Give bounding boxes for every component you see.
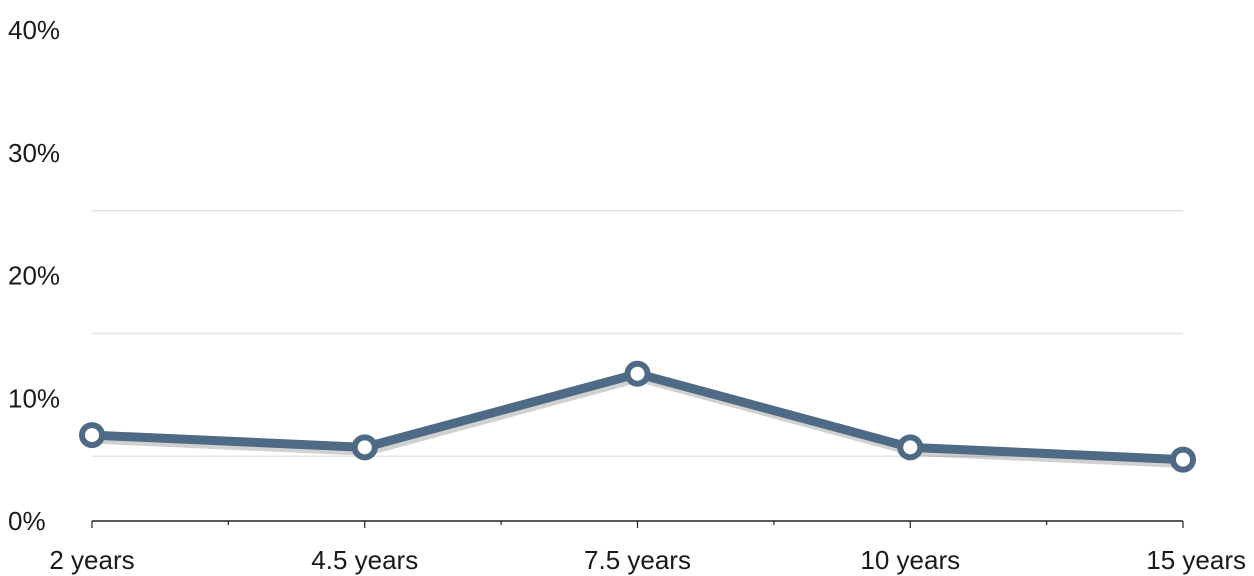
y-tick-label: 0% (8, 506, 46, 536)
y-axis: 0% 10% 20% 30% 40% (8, 15, 60, 536)
x-axis: 2 years 4.5 years 7.5 years 10 years 15 year… (49, 520, 1246, 575)
data-point (79, 422, 105, 449)
series-layer (79, 360, 1196, 473)
data-point (351, 434, 378, 461)
x-tick-label: 15 years (1146, 545, 1246, 575)
grid-lines (92, 210, 1183, 457)
y-tick-label: 20% (8, 261, 60, 291)
y-tick-label: 40% (8, 15, 60, 45)
data-point (1170, 446, 1196, 473)
y-tick-label: 10% (8, 383, 60, 413)
x-tick-label: 10 years (860, 545, 960, 575)
x-tick-label: 7.5 years (584, 545, 691, 575)
x-tick-label: 4.5 years (311, 545, 418, 575)
data-point (624, 360, 651, 387)
x-tick-label: 2 years (49, 545, 134, 575)
y-tick-label: 30% (8, 138, 60, 168)
data-point (897, 434, 924, 461)
